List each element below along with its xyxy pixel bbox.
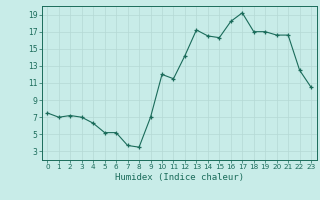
X-axis label: Humidex (Indice chaleur): Humidex (Indice chaleur) <box>115 173 244 182</box>
